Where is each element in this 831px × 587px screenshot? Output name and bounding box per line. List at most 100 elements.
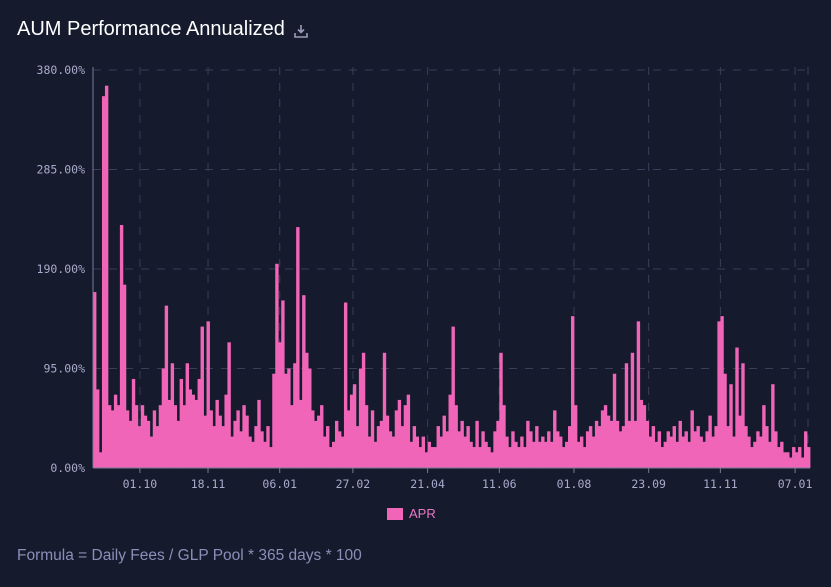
apr-bar [230, 436, 234, 468]
apr-bar [457, 431, 461, 468]
apr-bar [239, 431, 243, 468]
apr-bar [771, 384, 775, 468]
download-icon[interactable] [293, 22, 309, 38]
apr-bar [116, 405, 121, 468]
apr-bar [188, 389, 192, 468]
apr-bar [594, 420, 599, 468]
apr-bar [352, 384, 357, 468]
apr-bar [726, 426, 730, 468]
apr-bar [496, 420, 500, 468]
apr-bar [397, 399, 402, 468]
apr-bar [568, 426, 572, 468]
apr-bar [744, 426, 748, 468]
apr-bar [107, 405, 112, 468]
apr-bar [334, 420, 339, 468]
apr-bar [529, 431, 533, 468]
apr-bar [317, 415, 321, 468]
apr-bar [621, 426, 626, 468]
apr-bar [520, 436, 524, 468]
apr-bar [299, 399, 303, 468]
apr-bar [269, 447, 273, 468]
apr-bar [508, 447, 512, 468]
apr-bar [571, 316, 575, 468]
apr-bar [582, 447, 587, 468]
apr-bar [170, 363, 175, 468]
apr-bar [125, 410, 130, 468]
apr-bar [122, 284, 127, 468]
apr-bar [442, 415, 446, 468]
apr-bar [394, 410, 399, 468]
apr-bar [296, 227, 300, 468]
apr-bar [257, 399, 261, 468]
apr-bar [101, 96, 106, 469]
apr-bar [556, 431, 560, 468]
apr-bar [484, 441, 488, 468]
y-tick-label: 95.00% [43, 362, 85, 376]
apr-bar [332, 441, 336, 468]
apr-bar [227, 342, 231, 468]
x-tick-label: 01.08 [557, 477, 592, 491]
apr-bar [505, 436, 509, 468]
apr-bar [355, 426, 360, 468]
apr-bar [732, 436, 736, 468]
apr-bar [756, 431, 760, 468]
apr-bar [128, 420, 133, 468]
apr-bar [272, 373, 276, 468]
apr-bar [466, 426, 470, 468]
apr-bar [663, 441, 667, 468]
x-tick-label: 11.11 [703, 477, 738, 491]
legend-swatch-apr [387, 507, 403, 520]
apr-bar [418, 447, 423, 468]
apr-bar [798, 447, 802, 468]
apr-bar [113, 394, 118, 468]
apr-bar [143, 415, 148, 468]
apr-bar [221, 426, 225, 468]
apr-bar [472, 447, 476, 468]
apr-bar [618, 431, 623, 468]
legend[interactable]: APR [387, 506, 436, 521]
apr-bar [209, 410, 213, 468]
x-tick-label: 11.06 [482, 477, 517, 491]
x-tick-label: 06.01 [262, 477, 297, 491]
apr-bar [774, 431, 778, 468]
apr-bar [278, 342, 282, 468]
formula-note: Formula = Daily Fees / GLP Pool * 365 da… [17, 547, 362, 564]
apr-bar [502, 405, 506, 468]
apr-bar [388, 431, 393, 468]
apr-bar [263, 441, 267, 468]
apr-bar [559, 436, 563, 468]
apr-bar [783, 452, 787, 468]
apr-bar [597, 426, 602, 468]
apr-bar [376, 426, 381, 468]
apr-bar [251, 441, 255, 468]
apr-bar [660, 447, 665, 468]
y-tick-label: 0.00% [50, 461, 85, 475]
chart-title-text: AUM Performance Annualized [17, 18, 285, 40]
apr-bar [609, 420, 614, 468]
apr-bar [248, 436, 252, 468]
apr-bar [795, 452, 799, 468]
apr-bar [358, 368, 363, 468]
apr-bar [206, 321, 210, 468]
apr-bar [786, 452, 790, 468]
apr-bar [759, 436, 763, 468]
apr-bar [320, 405, 324, 468]
apr-bar [720, 316, 724, 468]
apr-bar [403, 405, 408, 468]
apr-bar [161, 368, 166, 468]
apr-bar [337, 431, 342, 468]
apr-bar [302, 295, 306, 468]
apr-bar [412, 426, 417, 468]
apr-bar [164, 305, 169, 468]
apr-bar [191, 394, 195, 468]
apr-bar [565, 441, 569, 468]
apr-bar [702, 441, 706, 468]
apr-bar [777, 447, 781, 468]
apr-bar [93, 292, 97, 468]
apr-bar [152, 410, 157, 468]
apr-bar [547, 431, 551, 468]
apr-bar [311, 410, 315, 468]
apr-bar [343, 302, 348, 468]
apr-bar [314, 420, 318, 468]
apr-bar [364, 405, 369, 468]
